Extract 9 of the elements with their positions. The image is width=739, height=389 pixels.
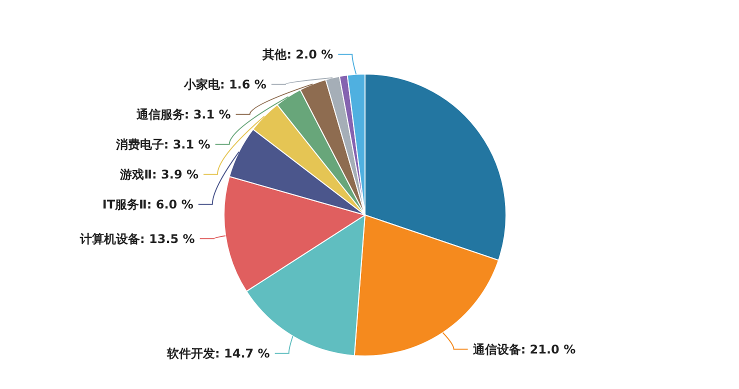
slice-label: 通信设备: 21.0 %	[472, 342, 576, 356]
slice-label: 小家电: 1.6 %	[182, 78, 266, 92]
slice-label: 计算机设备: 13.5 %	[79, 232, 195, 246]
slice-label: IT服务Ⅱ: 6.0 %	[102, 198, 194, 212]
slice-label: 消费电子: 3.1 %	[114, 138, 210, 152]
slice-label: 通信服务: 3.1 %	[135, 108, 231, 122]
slice-label: 游戏Ⅱ: 3.9 %	[119, 168, 199, 182]
slice-label: 软件开发: 14.7 %	[166, 346, 270, 361]
slice-label: 其他: 2.0 %	[262, 48, 334, 62]
